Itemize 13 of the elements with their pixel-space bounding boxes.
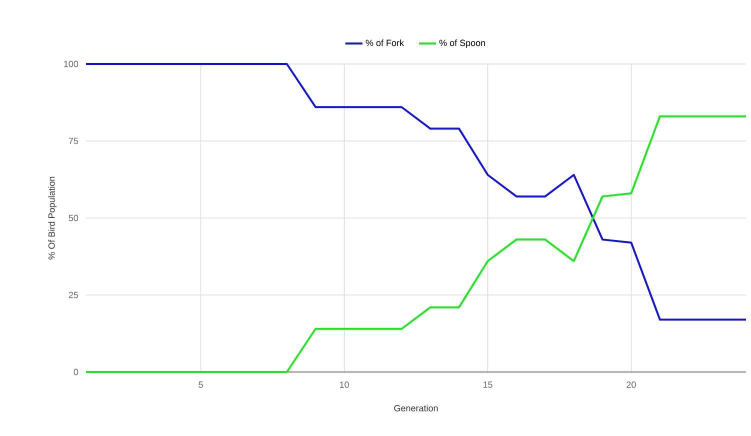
legend-label: % of Spoon bbox=[439, 39, 486, 48]
y-axis-title: % Of Bird Population bbox=[48, 176, 57, 260]
x-tick-label: 5 bbox=[198, 382, 203, 388]
x-tick-label: 15 bbox=[483, 382, 492, 388]
y-tick-label: 0 bbox=[74, 368, 78, 376]
x-tick-label: 20 bbox=[626, 382, 636, 388]
y-tick-label: 75 bbox=[68, 138, 78, 144]
y-tick-label: 50 bbox=[68, 214, 78, 222]
y-tick-label: 100 bbox=[64, 60, 78, 68]
x-tick-label: 10 bbox=[340, 382, 349, 388]
x-axis-title: Generation bbox=[394, 404, 438, 412]
y-tick-label: 25 bbox=[68, 292, 78, 298]
legend-label: % of Fork bbox=[366, 39, 404, 46]
